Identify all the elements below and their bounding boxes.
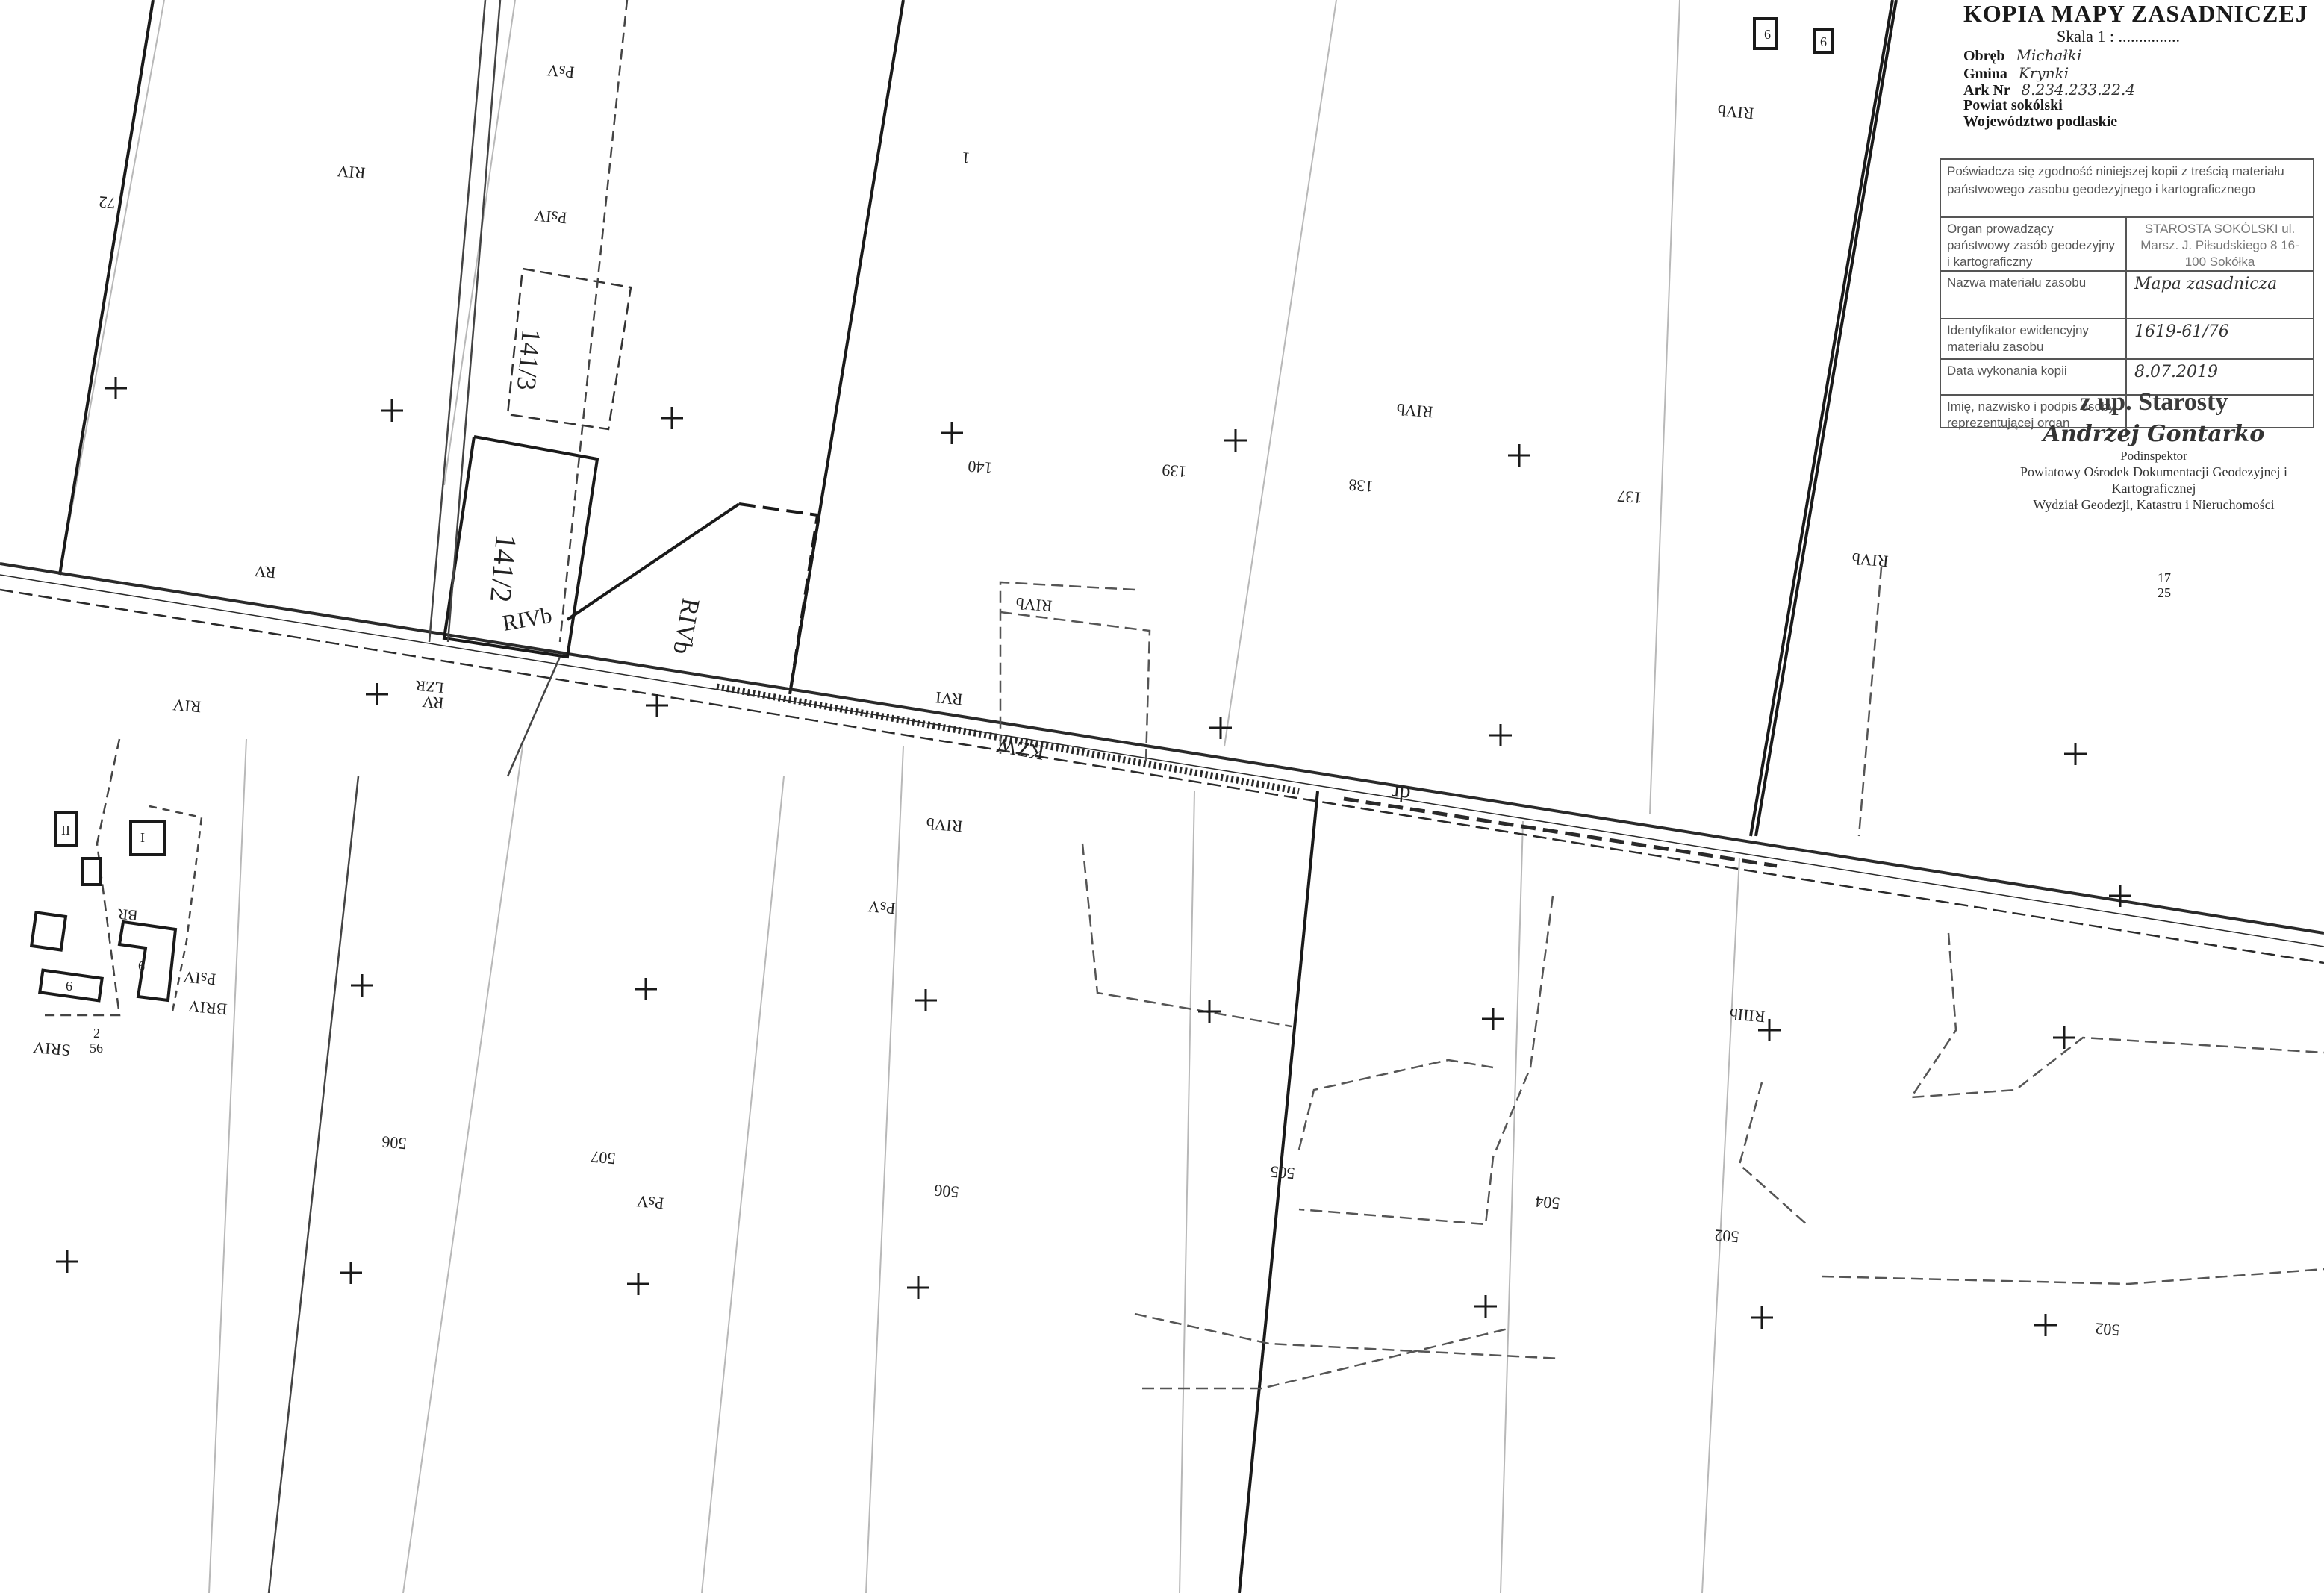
- cert-label-signature: Imię, nazwisko i podpis osoby reprezentu…: [1941, 396, 2127, 437]
- soil-label-rivb-a: RIVb: [1717, 102, 1755, 123]
- fraction-label-2: 2: [93, 1026, 100, 1041]
- map-scale: Skala 1 : ...............: [2057, 27, 2180, 46]
- soil-label-rivb-d: RIVb: [926, 814, 964, 836]
- parcel-number-139: 139: [1161, 461, 1187, 481]
- stamp-office-line-2: Wydział Geodezji, Katastru i Nieruchomoś…: [2033, 497, 2275, 512]
- parcel-number-504: 504: [1534, 1192, 1560, 1213]
- stamp-signatory: Andrzej Gontarko: [2043, 421, 2265, 447]
- ark-label: Ark Nr: [1963, 82, 2010, 99]
- parcel-number-140: 140: [967, 457, 993, 478]
- map-title: KOPIA MAPY ZASADNICZEJ: [1963, 0, 2308, 27]
- road-label-dr: dr: [1391, 781, 1412, 807]
- soil-label-rivb-b: RIVb: [1396, 400, 1434, 422]
- gmina-value: Krynki: [2018, 64, 2069, 82]
- stamp-authority: z up. Starosty: [2079, 388, 2228, 416]
- wojewodztwo: Województwo podlaskie: [1963, 113, 2118, 130]
- buildings: [29, 17, 1834, 1003]
- powiat: Powiat sokólski: [1963, 97, 2063, 113]
- soil-label-rv-b: RV: [421, 692, 444, 712]
- building-label-e: I: [140, 830, 145, 845]
- parcel-number-507: 507: [590, 1147, 616, 1168]
- certification-box: Poświadcza się zgodność niniejszej kopii…: [1940, 158, 2314, 437]
- soil-label-riv-b: RIV: [172, 696, 202, 717]
- cert-value-material: Mapa zasadnicza: [2134, 275, 2278, 293]
- soil-label-psv-top: PsV: [546, 61, 576, 82]
- cert-row-material: Nazwa materiału zasobu Mapa zasadnicza: [1941, 272, 2313, 319]
- parcel-number-72: 72: [98, 193, 116, 213]
- soil-label-rvi-a: RVI: [935, 688, 963, 709]
- soil-label-riv-a: RIV: [336, 162, 366, 183]
- obreb-value: Michałki: [2016, 46, 2082, 64]
- building-label-a: 6: [1764, 27, 1771, 42]
- official-stamp: z up. Starosty Andrzej Gontarko Podinspe…: [1986, 388, 2322, 513]
- parcel-141-3: [506, 267, 632, 431]
- building-label-d: 6: [66, 979, 72, 994]
- cert-row-organ: Organ prowadzący państwowy zasób geodezy…: [1941, 218, 2313, 272]
- cert-label-date: Data wykonania kopii: [1941, 360, 2127, 394]
- parcel-number-506-a: 506: [381, 1132, 407, 1153]
- cert-value-date: 8.07.2019: [2134, 363, 2218, 381]
- gmina-label: Gmina: [1963, 66, 2007, 82]
- soil-label-psiv-top: PsIV: [533, 206, 567, 228]
- soil-label-psiv-left: PsIV: [182, 967, 216, 989]
- land-label-lzr: LZR: [414, 677, 444, 696]
- parcel-boundaries: [58, 0, 1898, 1593]
- left-parcels: [45, 0, 629, 1593]
- stamp-office-line-1: Powiatowy Ośrodek Dokumentacji Geodezyjn…: [2020, 464, 2287, 496]
- soil-label-br: BR: [116, 905, 138, 923]
- soil-label-rivb-c: RIVb: [1015, 594, 1053, 616]
- ark-value: 8.234.233.22.4: [2021, 81, 2136, 99]
- ark-row: Ark Nr 8.234.233.22.4: [1963, 81, 2135, 99]
- soil-label-rv-a: RV: [253, 561, 276, 582]
- fraction-label-56: 56: [90, 1041, 103, 1056]
- parcel-number-137: 137: [1616, 487, 1642, 508]
- cert-label-identifier: Identyfikator ewidencyjny materiału zaso…: [1941, 319, 2127, 358]
- soil-label-psv-low: PsV: [636, 1192, 665, 1213]
- parcel-number-506-b: 506: [933, 1181, 959, 1202]
- lower-parcel-lines: [999, 567, 2324, 1390]
- map-texts: 141/3 141/2 RIVb RIVb PsV PsIV RIV RIV R…: [32, 27, 2171, 1340]
- parcel-label-141-3: 141/3: [511, 328, 546, 391]
- soil-label-riiib: RIIIb: [1729, 1005, 1766, 1026]
- cert-row-identifier: Identyfikator ewidencyjny materiału zaso…: [1941, 319, 2313, 360]
- soil-label-briv: BRIV: [187, 997, 228, 1018]
- parcel-label-141-2: 141/2: [484, 533, 523, 604]
- parcel-number-502-b: 502: [2094, 1319, 2120, 1340]
- soil-label-rivb-e: RIVb: [1851, 549, 1890, 571]
- soil-label-sriv: SRIV: [32, 1038, 71, 1060]
- parcel-number-138: 138: [1348, 476, 1374, 496]
- obreb-row: Obręb Michałki: [1963, 46, 2081, 65]
- fraction-label-25: 25: [2158, 585, 2171, 600]
- fraction-label-17: 17: [2158, 570, 2171, 585]
- obreb-label: Obręb: [1963, 48, 2005, 64]
- parcel-number-505: 505: [1269, 1162, 1295, 1183]
- cert-row-date: Data wykonania kopii 8.07.2019: [1941, 360, 2313, 396]
- road-corridor: [0, 562, 2324, 964]
- parcel-number-502-a: 502: [1713, 1226, 1739, 1247]
- building-label-b: 6: [1820, 34, 1827, 49]
- parcel-number-1: 1: [961, 149, 971, 168]
- map-header: KOPIA MAPY ZASADNICZEJ Skala 1 : .......…: [1911, 0, 2314, 149]
- certification-statement: Poświadcza się zgodność niniejszej kopii…: [1941, 160, 2313, 218]
- cert-row-signature: Imię, nazwisko i podpis osoby reprezentu…: [1941, 396, 2313, 437]
- stamp-role: Podinspektor: [2120, 449, 2187, 463]
- cert-value-organ: STAROSTA SOKÓLSKI ul. Marsz. J. Piłsudsk…: [2140, 222, 2299, 269]
- soil-label-psv-mid: PsV: [867, 897, 897, 918]
- building-label-f: II: [61, 823, 70, 838]
- map-crosses: [56, 377, 2131, 1336]
- cert-value-identifier: 1619-61/76: [2134, 322, 2229, 341]
- building-label-c: 6: [138, 958, 145, 973]
- cert-label-organ: Organ prowadzący państwowy zasób geodezy…: [1941, 218, 2127, 270]
- gmina-row: Gmina Krynki: [1963, 64, 2069, 83]
- cert-label-material: Nazwa materiału zasobu: [1941, 272, 2127, 318]
